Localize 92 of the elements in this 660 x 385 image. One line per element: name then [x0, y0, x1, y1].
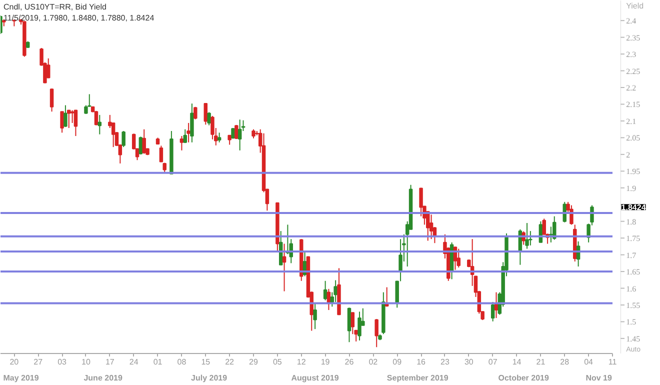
candlestick — [50, 88, 54, 112]
candlestick — [180, 136, 184, 151]
candlestick — [354, 330, 358, 342]
candlestick — [358, 311, 362, 341]
y-tick-label: 2.1 — [626, 116, 636, 126]
candlestick — [74, 109, 78, 137]
y-tick-label: 1.7 — [626, 250, 636, 260]
x-tick-label: 02 — [368, 358, 378, 366]
x-tick-label: 04 — [584, 358, 594, 366]
x-tick-label: 01 — [153, 358, 163, 366]
y-tick-label: 1.65 — [626, 268, 640, 277]
candlestick — [570, 204, 574, 226]
candlestick — [190, 103, 194, 143]
x2-tick-label: August 2019 — [291, 374, 340, 382]
x-tick-label: 29 — [249, 358, 259, 366]
candlestick — [313, 303, 317, 330]
x-tick-label: 14 — [512, 358, 522, 366]
x-tick-label: 03 — [58, 358, 68, 366]
y-tick-label: 2.3 — [626, 50, 636, 60]
candlestick — [419, 187, 423, 217]
x-tick-label: 30 — [464, 358, 474, 366]
candlestick — [525, 222, 529, 250]
x-tick-label: 19 — [320, 358, 330, 366]
x2-tick-label: June 2019 — [84, 374, 123, 382]
x-tick-label: 20 — [10, 358, 20, 366]
y-tick-label: 2.4 — [626, 16, 636, 26]
candlestick — [374, 318, 378, 348]
x-tick-label: 10 — [82, 358, 91, 366]
y-axis-title: Yield — [626, 2, 644, 10]
candlestick — [252, 128, 256, 139]
chart-title: Cndl, US10YT=RR, Bid Yield — [4, 2, 106, 12]
x-tick-label: 21 — [536, 358, 546, 366]
candlestick — [70, 110, 74, 124]
x-tick-label: 28 — [560, 358, 570, 366]
x-tick-label: 22 — [225, 358, 235, 366]
candlestick — [334, 280, 338, 302]
text: 11/5/2019, 1.7980, 1.8480, 1.7880, 1.8424 — [4, 14, 155, 22]
candlestick — [238, 119, 242, 151]
candlestick — [350, 312, 355, 335]
y-tick-label: 2.05 — [626, 134, 640, 143]
y-tick-label: 2.25 — [626, 66, 640, 76]
candlestick — [528, 230, 532, 246]
x-tick-label: 09 — [392, 358, 402, 366]
x-tick-label: 15 — [201, 358, 211, 366]
candlestick — [323, 280, 328, 301]
y-tick-label: 1.9 — [626, 184, 636, 193]
candlestick — [228, 134, 232, 146]
y-tick-label: 1.5 — [626, 318, 636, 327]
y-tick-label: 2 — [626, 150, 630, 160]
x2-tick-label: Nov 19 — [586, 374, 612, 382]
candlestick — [67, 110, 71, 128]
x-tick-label: 08 — [177, 358, 187, 366]
x-tick-label: 12 — [296, 358, 306, 366]
x2-tick-label: October 2019 — [498, 374, 550, 382]
candlestick — [186, 122, 190, 143]
candlestick — [347, 307, 352, 343]
x-tick-label: 23 — [440, 358, 450, 366]
candlestick — [94, 110, 98, 126]
x-tick-label: 17 — [105, 358, 115, 366]
text: 1.8424 — [621, 203, 646, 212]
x2-tick-label: September 2019 — [386, 374, 449, 382]
x-tick-label: 07 — [488, 358, 498, 366]
y-tick-label: 1.55 — [626, 300, 640, 310]
candlestick — [429, 214, 434, 240]
x2-tick-label: July 2019 — [191, 374, 228, 382]
candlestick — [142, 128, 146, 154]
y-tick-label: 1.95 — [626, 167, 640, 176]
x-tick-label: 16 — [416, 358, 426, 366]
candlestick — [282, 243, 286, 292]
x2-tick-label: May 2019 — [3, 374, 40, 382]
y-tick-label: 1.75 — [626, 234, 640, 244]
y-tick-label: 2.2 — [626, 83, 636, 92]
candlestick — [490, 301, 495, 322]
x-tick-label: 26 — [344, 358, 354, 366]
candlestick — [122, 130, 126, 148]
y-tick-label: 2.15 — [626, 100, 640, 110]
candlestick — [194, 106, 198, 120]
candlestick — [98, 114, 102, 135]
y-tick-label: 1.45 — [626, 334, 640, 344]
y-tick-label: 2.35 — [626, 33, 640, 42]
candlestick — [183, 128, 187, 144]
x-tick-label: 11 — [608, 358, 618, 366]
candlestick — [64, 104, 68, 128]
candlestick — [207, 112, 211, 126]
x-tick-label: 24 — [129, 358, 139, 366]
x-tick-label: 05 — [272, 358, 282, 366]
y-tick-label: 1.8 — [626, 217, 636, 226]
y-tick-label: 1.6 — [626, 284, 636, 294]
candlestick — [456, 248, 461, 268]
candlestick — [217, 132, 222, 143]
candlestick — [60, 111, 64, 134]
x-tick-label: 27 — [34, 358, 44, 366]
